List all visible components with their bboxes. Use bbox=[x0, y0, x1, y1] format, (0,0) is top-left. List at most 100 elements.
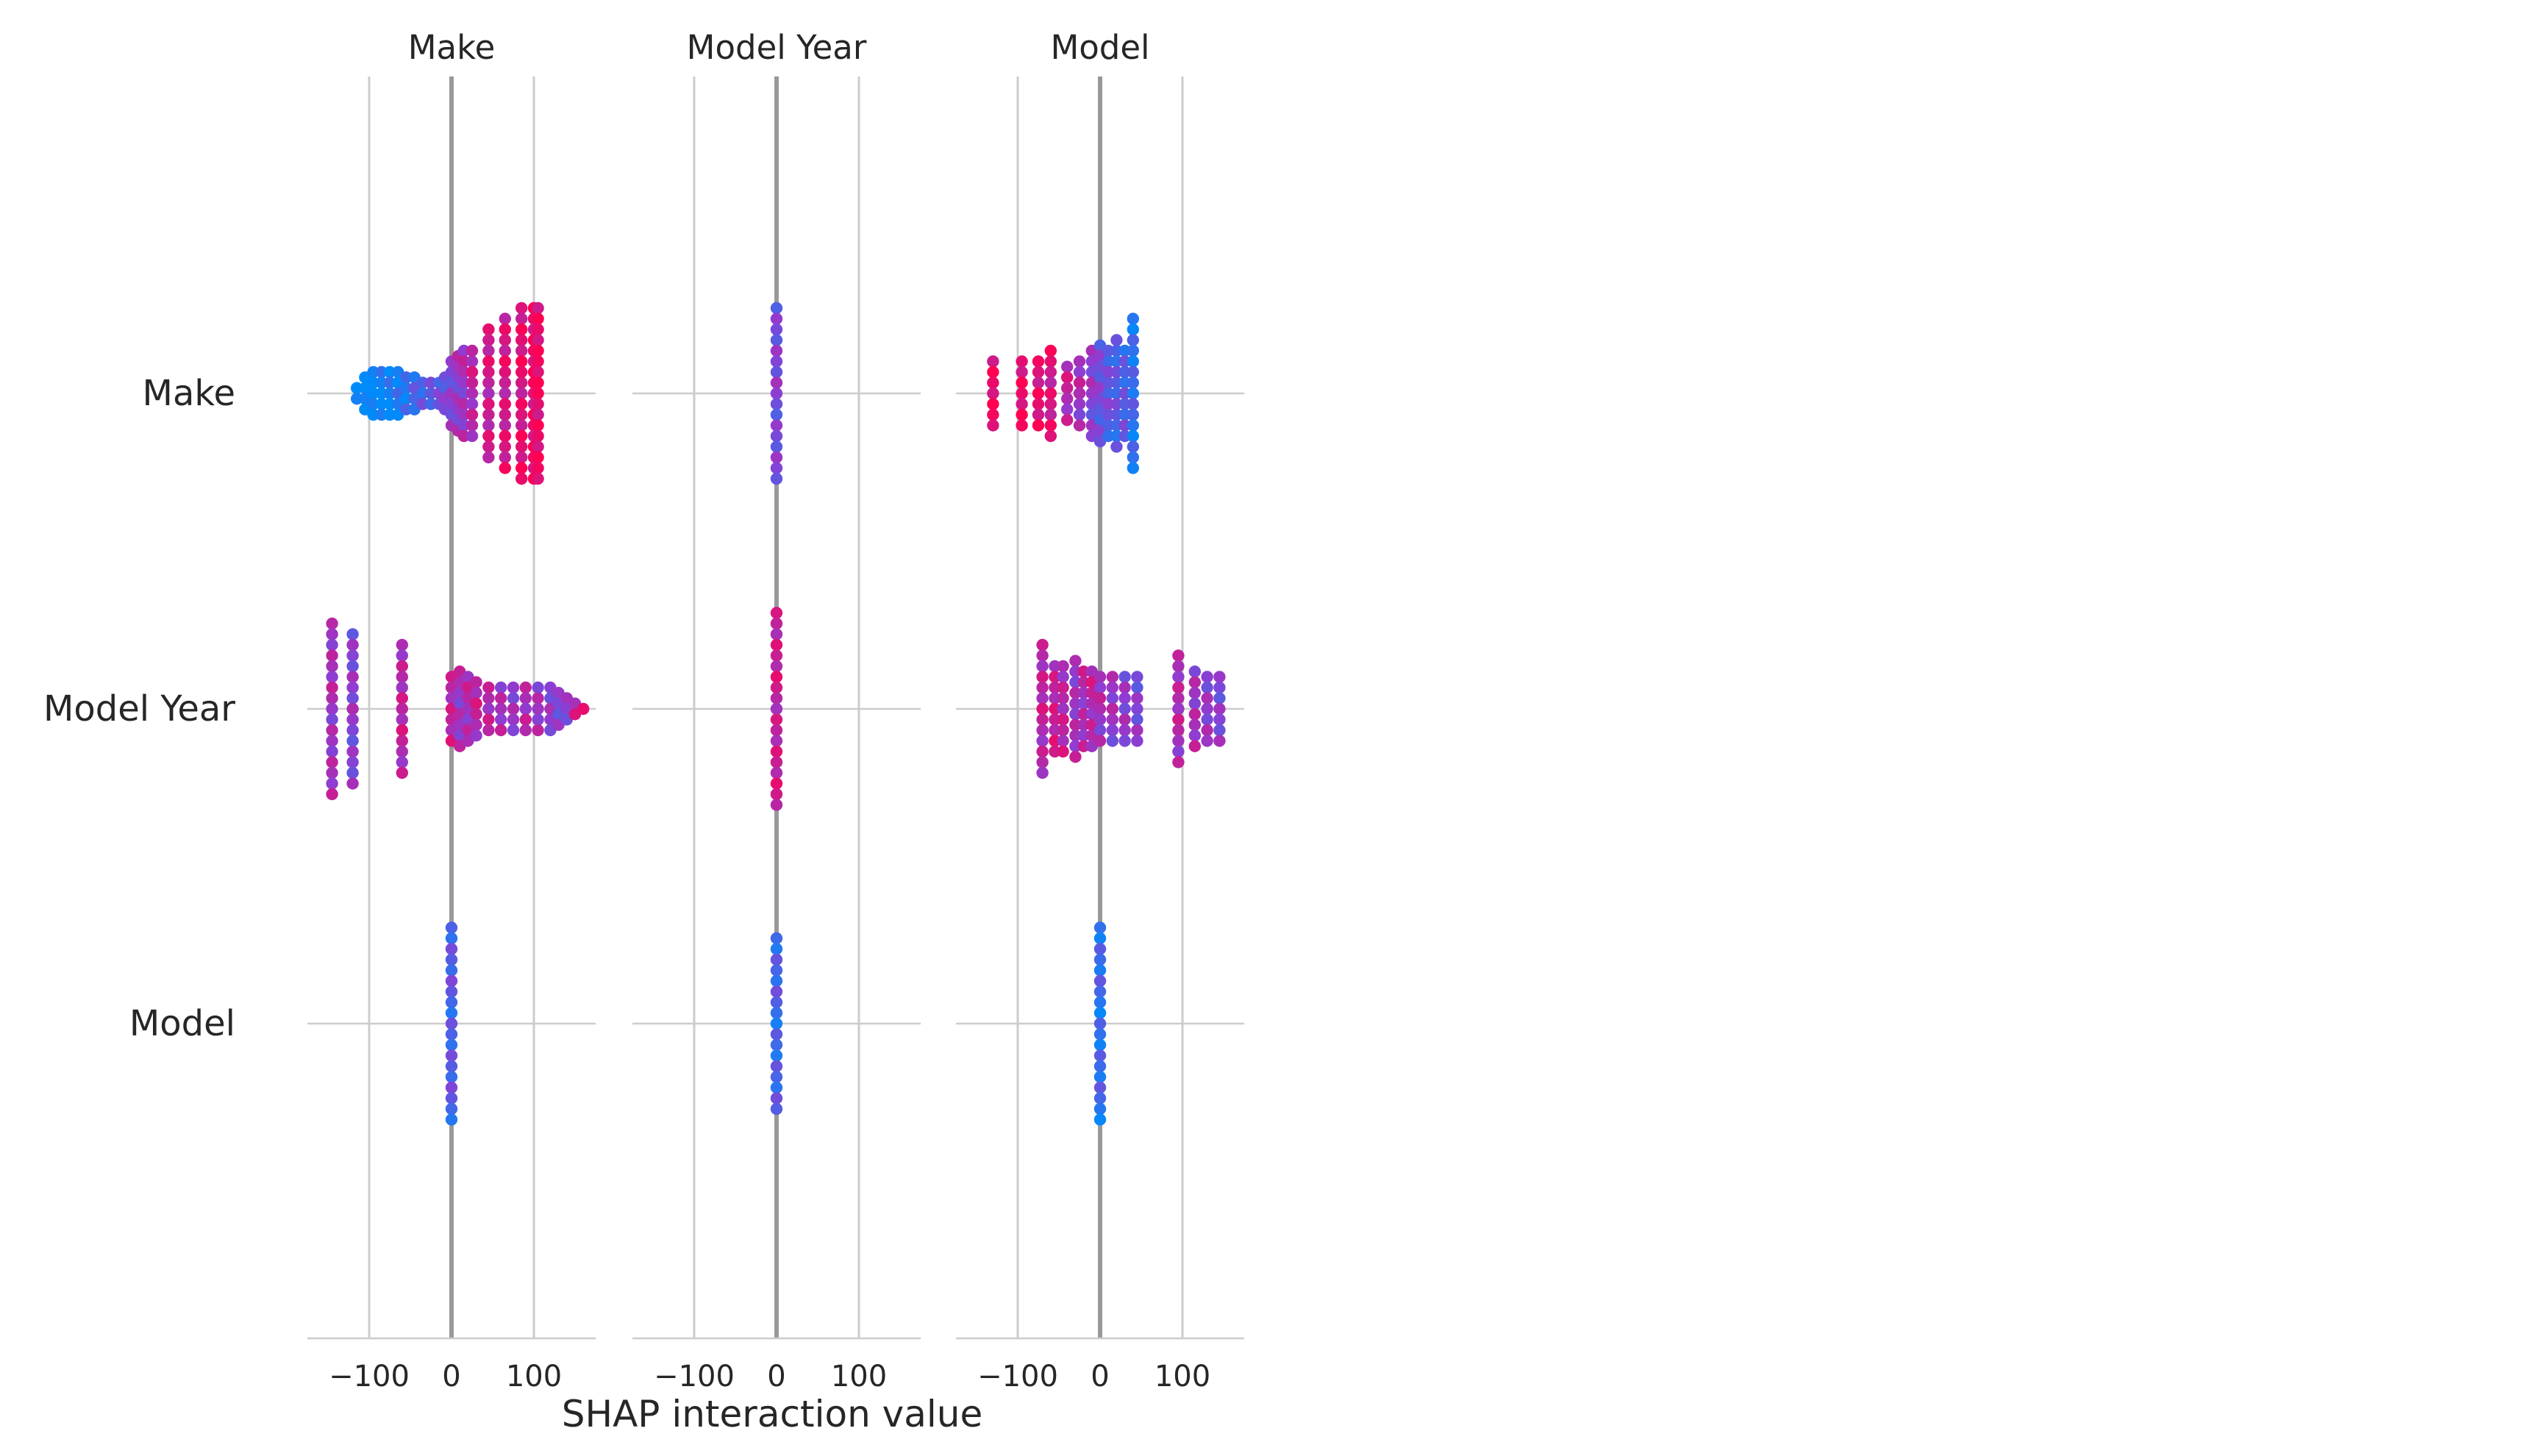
data-point bbox=[396, 702, 408, 715]
row-label: Make bbox=[143, 373, 235, 414]
data-point bbox=[770, 692, 783, 704]
panel: Model −100 0 100 bbox=[956, 28, 1244, 1393]
data-point bbox=[1131, 692, 1143, 704]
data-point bbox=[1127, 355, 1140, 368]
data-point bbox=[465, 408, 479, 421]
data-point bbox=[445, 1038, 458, 1052]
data-point bbox=[326, 628, 338, 640]
data-point bbox=[326, 745, 338, 758]
data-point bbox=[1106, 681, 1119, 694]
data-point bbox=[770, 344, 783, 357]
data-point bbox=[465, 355, 479, 368]
data-point bbox=[1188, 718, 1202, 731]
data-point bbox=[1057, 745, 1069, 758]
data-point bbox=[326, 788, 338, 801]
data-point bbox=[1093, 943, 1107, 955]
data-point bbox=[987, 355, 999, 368]
data-point bbox=[770, 702, 783, 715]
data-point bbox=[1201, 713, 1213, 726]
data-point bbox=[346, 766, 359, 779]
data-point bbox=[1131, 702, 1143, 715]
data-point bbox=[1036, 766, 1049, 779]
x-tick-label: −100 bbox=[977, 1360, 1058, 1393]
data-point bbox=[987, 398, 999, 410]
data-point bbox=[396, 638, 408, 652]
data-point bbox=[1073, 365, 1086, 379]
data-point bbox=[396, 649, 408, 662]
data-point bbox=[1106, 702, 1119, 715]
data-point bbox=[770, 974, 783, 988]
data-point bbox=[1172, 692, 1185, 704]
data-point bbox=[1073, 419, 1086, 432]
data-point bbox=[1073, 355, 1086, 368]
data-point bbox=[1127, 429, 1140, 443]
data-point bbox=[770, 766, 783, 779]
data-point bbox=[770, 943, 783, 955]
data-point bbox=[396, 681, 408, 694]
data-point bbox=[1093, 974, 1107, 988]
data-point bbox=[770, 1028, 783, 1041]
data-point bbox=[1213, 671, 1226, 683]
data-point bbox=[1061, 360, 1074, 373]
data-point bbox=[1036, 735, 1049, 747]
data-point bbox=[482, 398, 495, 410]
data-point bbox=[445, 996, 458, 1009]
data-point bbox=[482, 440, 495, 453]
data-point bbox=[482, 713, 495, 726]
data-point bbox=[532, 377, 544, 389]
data-point bbox=[499, 387, 511, 400]
data-point bbox=[515, 462, 528, 474]
data-point bbox=[1044, 355, 1057, 368]
data-point bbox=[326, 724, 338, 737]
data-point bbox=[1118, 735, 1131, 747]
data-point bbox=[1036, 681, 1049, 694]
data-point bbox=[1057, 681, 1069, 694]
x-tick-label: 100 bbox=[831, 1360, 887, 1393]
data-point bbox=[346, 713, 359, 726]
data-point bbox=[1036, 702, 1049, 715]
data-point bbox=[1118, 671, 1131, 683]
data-point bbox=[770, 1092, 783, 1105]
data-point bbox=[1127, 344, 1140, 357]
data-point bbox=[770, 756, 783, 768]
data-point bbox=[1036, 660, 1049, 673]
data-point bbox=[1093, 1113, 1107, 1126]
data-point bbox=[499, 323, 511, 336]
data-point bbox=[445, 943, 458, 955]
data-point bbox=[515, 365, 528, 379]
data-point bbox=[770, 1102, 783, 1116]
data-point bbox=[482, 323, 495, 336]
data-point bbox=[396, 713, 408, 726]
data-point bbox=[346, 649, 359, 662]
data-point bbox=[1061, 403, 1074, 415]
data-point bbox=[396, 660, 408, 673]
data-point bbox=[770, 440, 783, 453]
data-point bbox=[770, 462, 783, 474]
data-point bbox=[1188, 697, 1202, 710]
data-point bbox=[445, 964, 458, 977]
data-point bbox=[499, 334, 511, 346]
data-point bbox=[515, 377, 528, 389]
data-point bbox=[1093, 932, 1107, 945]
panel-title: Model Year bbox=[687, 28, 867, 67]
data-point bbox=[532, 451, 544, 464]
data-point bbox=[346, 628, 359, 640]
data-point bbox=[532, 323, 544, 336]
data-point bbox=[1093, 702, 1107, 715]
data-point bbox=[1106, 735, 1119, 747]
data-point bbox=[770, 964, 783, 977]
data-point bbox=[1057, 735, 1069, 747]
data-point bbox=[445, 953, 458, 966]
data-point bbox=[532, 334, 544, 346]
data-point bbox=[532, 365, 544, 379]
data-point bbox=[770, 788, 783, 801]
data-point bbox=[770, 313, 783, 325]
data-point bbox=[1118, 713, 1131, 726]
data-point bbox=[1032, 355, 1045, 368]
data-point bbox=[515, 419, 528, 432]
data-point bbox=[326, 649, 338, 662]
data-point bbox=[1093, 671, 1107, 683]
data-point bbox=[770, 429, 783, 443]
data-point bbox=[770, 671, 783, 683]
data-point bbox=[515, 451, 528, 464]
